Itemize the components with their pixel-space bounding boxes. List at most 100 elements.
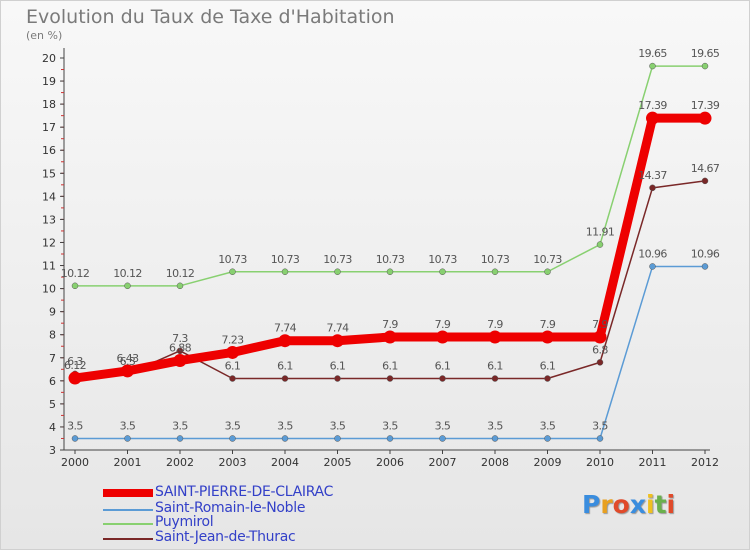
data-point [278,334,292,348]
data-label: 7.9 [592,318,608,331]
data-point [176,435,184,442]
data-point [491,268,499,276]
data-point [334,375,341,382]
data-point [334,268,341,276]
data-label: 3.5 [225,419,241,432]
data-point [649,184,656,192]
data-point [701,177,709,185]
data-label: 6.8 [592,343,608,356]
x-tick-label: 2012 [691,456,719,469]
x-tick-label: 2001 [114,456,142,469]
data-point [596,435,604,442]
y-tick-label: 4 [49,421,56,434]
data-point [68,371,82,385]
proxiti-logo: Proxiti [582,490,675,519]
data-point [701,263,709,270]
data-label: 14.67 [691,162,720,175]
data-label: 3.5 [540,419,556,432]
logo-letter: t [654,490,667,519]
data-label: 10.96 [691,247,720,260]
data-label: 6.3 [120,355,136,368]
data-label: 6.1 [540,360,556,373]
data-label: 14.37 [638,169,667,182]
logo-letter: o [612,490,630,519]
legend-label: Saint-Romain-le-Noble [155,500,306,516]
y-tick-label: 5 [49,398,56,411]
data-point [439,268,446,276]
data-point [229,375,236,382]
data-point [229,268,236,276]
x-tick-label: 2000 [61,456,89,469]
data-point [176,347,184,355]
legend-swatch [103,509,153,511]
data-label: 10.73 [481,253,510,266]
y-tick-label: 11 [42,260,56,273]
y-tick-label: 20 [42,52,56,65]
data-label: 3.5 [120,419,136,432]
data-point [71,435,79,442]
data-point [439,375,446,382]
logo-letter: x [629,490,646,519]
data-point [121,364,134,378]
data-label: 10.12 [113,267,142,280]
x-tick-label: 2008 [481,456,509,469]
data-point [281,435,289,442]
data-label: 6.1 [382,360,398,373]
data-label: 7.9 [435,318,451,331]
data-point [646,111,659,125]
data-point [386,375,394,382]
data-point [386,268,394,276]
data-label: 10.73 [323,253,352,266]
data-point [439,435,446,442]
legend-label: SAINT-PIERRE-DE-CLAIRAC [155,484,334,500]
data-label: 19.65 [638,47,667,60]
y-tick-label: 9 [49,306,56,319]
data-point [649,62,656,70]
data-point [229,435,236,442]
y-tick-label: 18 [42,98,56,111]
data-label: 7.9 [540,318,556,331]
y-tick-label: 10 [42,283,56,296]
x-tick-label: 2009 [534,456,562,469]
legend-swatch [103,489,153,497]
data-label: 10.73 [533,253,562,266]
data-label: 3.5 [330,419,346,432]
y-tick-label: 7 [49,352,56,365]
data-label: 17.39 [691,99,720,112]
chart-title: Evolution du Taux de Taxe d'Habitation [26,6,395,28]
x-tick-label: 2005 [324,456,352,469]
data-label: 11.91 [586,226,615,239]
data-point [124,435,131,442]
legend-label: Saint-Jean-de-Thurac [155,529,296,545]
data-label: 6.1 [330,360,346,373]
data-label: 3.5 [435,419,451,432]
data-label: 3.5 [382,419,398,432]
y-tick-label: 12 [42,236,56,249]
data-label: 6.3 [67,355,83,368]
data-label: 6.1 [225,360,241,373]
data-point [701,62,709,70]
data-label: 3.5 [487,419,503,432]
data-point [596,241,604,248]
data-point [173,354,187,368]
data-label: 7.74 [326,322,349,335]
x-tick-label: 2003 [219,456,247,469]
x-tick-label: 2010 [586,456,614,469]
data-label: 10.12 [61,267,90,280]
x-tick-label: 2011 [639,456,667,469]
data-point [281,268,289,276]
data-label: 10.96 [638,247,667,260]
legend-swatch [103,523,153,525]
data-label: 6.1 [277,360,293,373]
data-label: 3.5 [592,419,608,432]
data-label: 6.43 [116,352,139,365]
data-label: 6.88 [169,342,192,355]
data-label: 17.39 [638,99,667,112]
data-point [544,375,551,382]
y-tick-label: 3 [49,444,56,457]
legend-swatch [103,538,153,540]
data-point [176,282,184,290]
data-point [544,435,551,442]
data-point [541,330,554,344]
